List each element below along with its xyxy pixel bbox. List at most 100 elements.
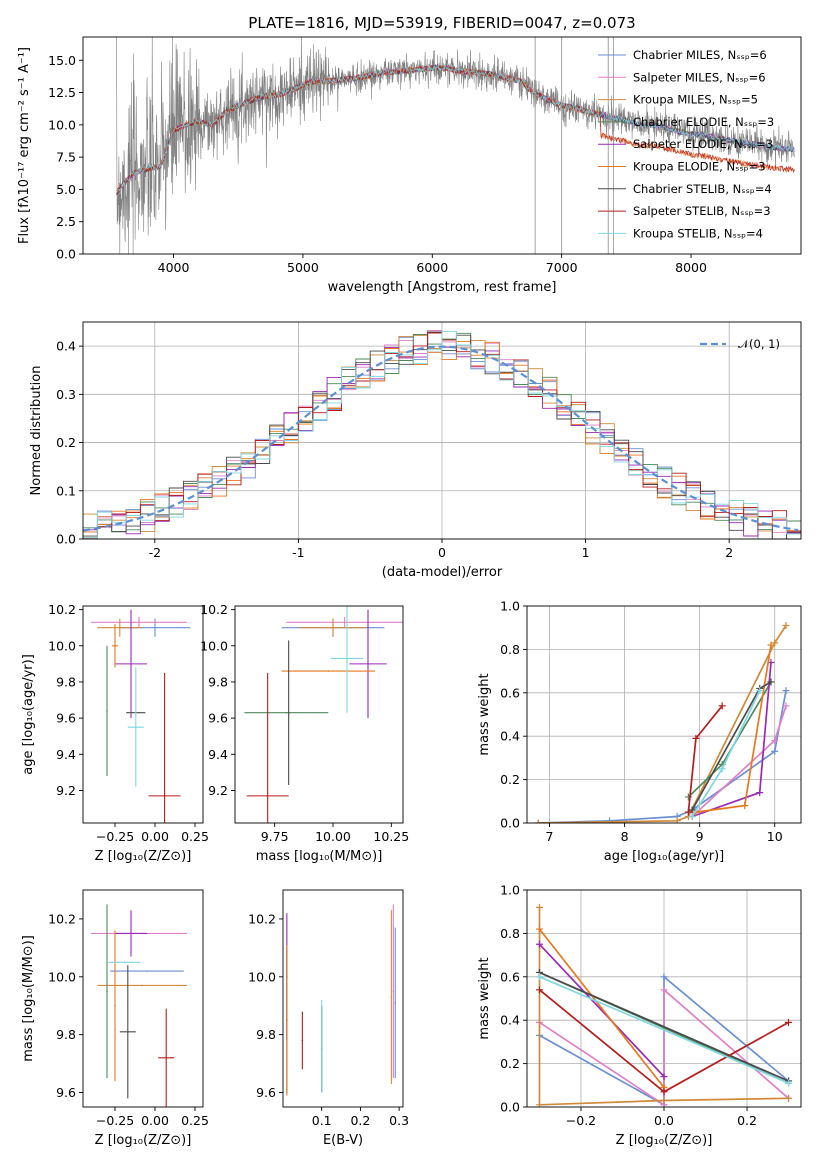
weight-series-3 xyxy=(538,625,787,823)
weight-marker xyxy=(660,1088,668,1096)
legend-entry: Chabrier MILES, Nₛₛₚ=6 xyxy=(633,48,767,62)
y-tick-label: 1.0 xyxy=(500,883,520,898)
weight-vs-age-panel-frame xyxy=(526,605,802,824)
weight-vs-z-panel: −0.2 0.0 0.2 0.0 0.2 0.4 0.6 0.8 1.0 Z [log₁₀(Z/Z… xyxy=(477,883,802,1148)
weight-marker xyxy=(767,641,775,649)
mass-vs-ebv-panel: 0.1 0.2 0.3 9.6 9.8 10.0 10.2 E(B-V) xyxy=(248,889,409,1148)
data-point xyxy=(332,626,334,629)
legend-entry: Chabrier ELODIE, Nₛₛₚ=3 xyxy=(633,115,774,129)
weight-marker xyxy=(741,802,749,810)
x-tick-label: 0.1 xyxy=(312,1113,332,1128)
weight-marker xyxy=(535,986,543,994)
weight-marker xyxy=(718,765,726,773)
data-point xyxy=(114,1004,116,1007)
y-tick-label: 9.6 xyxy=(256,1085,276,1100)
data-point xyxy=(367,663,369,665)
weight-marker xyxy=(782,702,790,710)
y-tick-label: 9.4 xyxy=(56,747,76,762)
weight-marker xyxy=(535,925,543,933)
legend-entry: Salpeter STELIB, Nₛₛₚ=3 xyxy=(633,204,771,218)
age-vs-z-panel-frame xyxy=(82,605,204,824)
data-point xyxy=(346,657,348,660)
y-tick-label: 9.2 xyxy=(208,783,228,798)
y-tick-label: 0.6 xyxy=(500,685,520,700)
x-tick-label: 8000 xyxy=(675,260,707,275)
legend-entry: Chabrier STELIB, Nₛₛₚ=4 xyxy=(633,182,772,196)
x-tick-label: 7 xyxy=(546,829,554,844)
x-tick-label: 6000 xyxy=(416,260,448,275)
weight-series-1 xyxy=(538,690,787,823)
data-point xyxy=(106,990,108,993)
y-tick-label: 0.8 xyxy=(500,642,520,657)
mass-vs-ebv-panel-frame xyxy=(282,889,404,1108)
data-point xyxy=(141,984,143,987)
y-tick-label: 10.2 xyxy=(248,911,276,926)
data-point xyxy=(138,621,140,624)
weight-marker xyxy=(785,1079,793,1087)
weight-marker xyxy=(660,986,668,994)
age-vs-z-panel: −0.25 0.00 0.25 9.2 9.4 9.6 9.8 10.0 10.2 Z [log₁… xyxy=(21,602,209,864)
y-tick-label: 9.6 xyxy=(56,711,76,726)
weight-series-3 xyxy=(538,907,789,1106)
spectrum-panel-plot xyxy=(116,37,795,254)
age-vs-mass-panel-frame xyxy=(234,605,404,824)
y-axis-label: mass weight xyxy=(477,957,492,1039)
x-axis-label: (data-model)/error xyxy=(382,565,503,580)
x-axis-label: E(B-V) xyxy=(323,1133,363,1148)
weight-marker xyxy=(535,973,543,981)
y-tick-label: 10.0 xyxy=(200,638,228,653)
data-point xyxy=(130,932,132,935)
data-point xyxy=(301,1039,304,1042)
x-axis-label: age [log₁₀(age/yr)] xyxy=(604,849,725,864)
x-tick-label: −0.25 xyxy=(96,829,134,844)
weight-marker xyxy=(660,1073,668,1081)
x-tick-label: −0.2 xyxy=(566,1113,596,1128)
weight-marker xyxy=(785,1094,793,1102)
y-axis-label: Flux [fλ10⁻¹⁷ erg cm⁻² s⁻¹ A⁻¹] xyxy=(17,47,32,244)
weight-marker xyxy=(673,817,681,823)
y-tick-label: 0.0 xyxy=(500,1100,520,1115)
weight-vs-z-panel-plot xyxy=(535,903,793,1107)
model-spectrum-1 xyxy=(116,64,795,195)
y-tick-label: 5.0 xyxy=(56,182,76,197)
y-tick-label: 10.2 xyxy=(200,602,228,617)
y-tick-label: 10.0 xyxy=(48,638,76,653)
model-spectrum-5 xyxy=(116,64,795,194)
weight-marker xyxy=(688,806,696,814)
model-spectrum-9 xyxy=(116,64,795,194)
weight-marker xyxy=(535,940,543,948)
x-tick-label: −0.25 xyxy=(96,1113,134,1128)
weight-series-5 xyxy=(538,943,665,1078)
y-tick-label: 9.8 xyxy=(256,1027,276,1042)
model-spectrum-6 xyxy=(116,64,795,195)
mass-vs-z-panel-frame xyxy=(82,889,204,1108)
weight-marker xyxy=(756,687,764,695)
weight-marker xyxy=(535,903,543,911)
x-tick-label: -1 xyxy=(292,545,304,560)
data-point xyxy=(123,961,126,964)
data-point xyxy=(327,670,330,672)
weight-marker xyxy=(718,702,726,710)
mass-vs-z-panel-plot xyxy=(91,904,187,1107)
chart-title: PLATE=1816, MJD=53919, FIBERID=0047, z=0… xyxy=(248,14,635,32)
mass-vs-ebv-panel-plot xyxy=(286,904,397,1096)
y-tick-label: 9.4 xyxy=(208,747,228,762)
x-tick-label: 9 xyxy=(696,829,704,844)
x-axis-label: Z [log₁₀(Z/Z⊙)] xyxy=(95,1133,192,1148)
model-spectrum-8 xyxy=(116,64,795,195)
data-point xyxy=(392,990,395,993)
weight-vs-age-panel-plot xyxy=(534,622,790,823)
weight-series-2 xyxy=(539,987,790,1107)
weight-vs-age-panel: 7 8 9 10 0.0 0.2 0.4 0.6 0.8 1.0 age [log₁₀(age/yr… xyxy=(477,599,802,864)
y-tick-label: 10.0 xyxy=(248,969,276,984)
data-point xyxy=(343,621,346,624)
normal-curve xyxy=(83,345,799,532)
x-tick-label: 7000 xyxy=(546,260,578,275)
spectrum-panel: 4000 5000 6000 7000 8000 0.0 2.5 5.0 7.5 10.0 12.5… xyxy=(17,14,802,295)
model-spectrum-4 xyxy=(116,64,795,194)
y-tick-label: 2.5 xyxy=(56,214,76,229)
x-tick-label: 9.75 xyxy=(261,829,289,844)
weight-marker xyxy=(534,819,542,823)
y-tick-label: 9.6 xyxy=(208,711,228,726)
